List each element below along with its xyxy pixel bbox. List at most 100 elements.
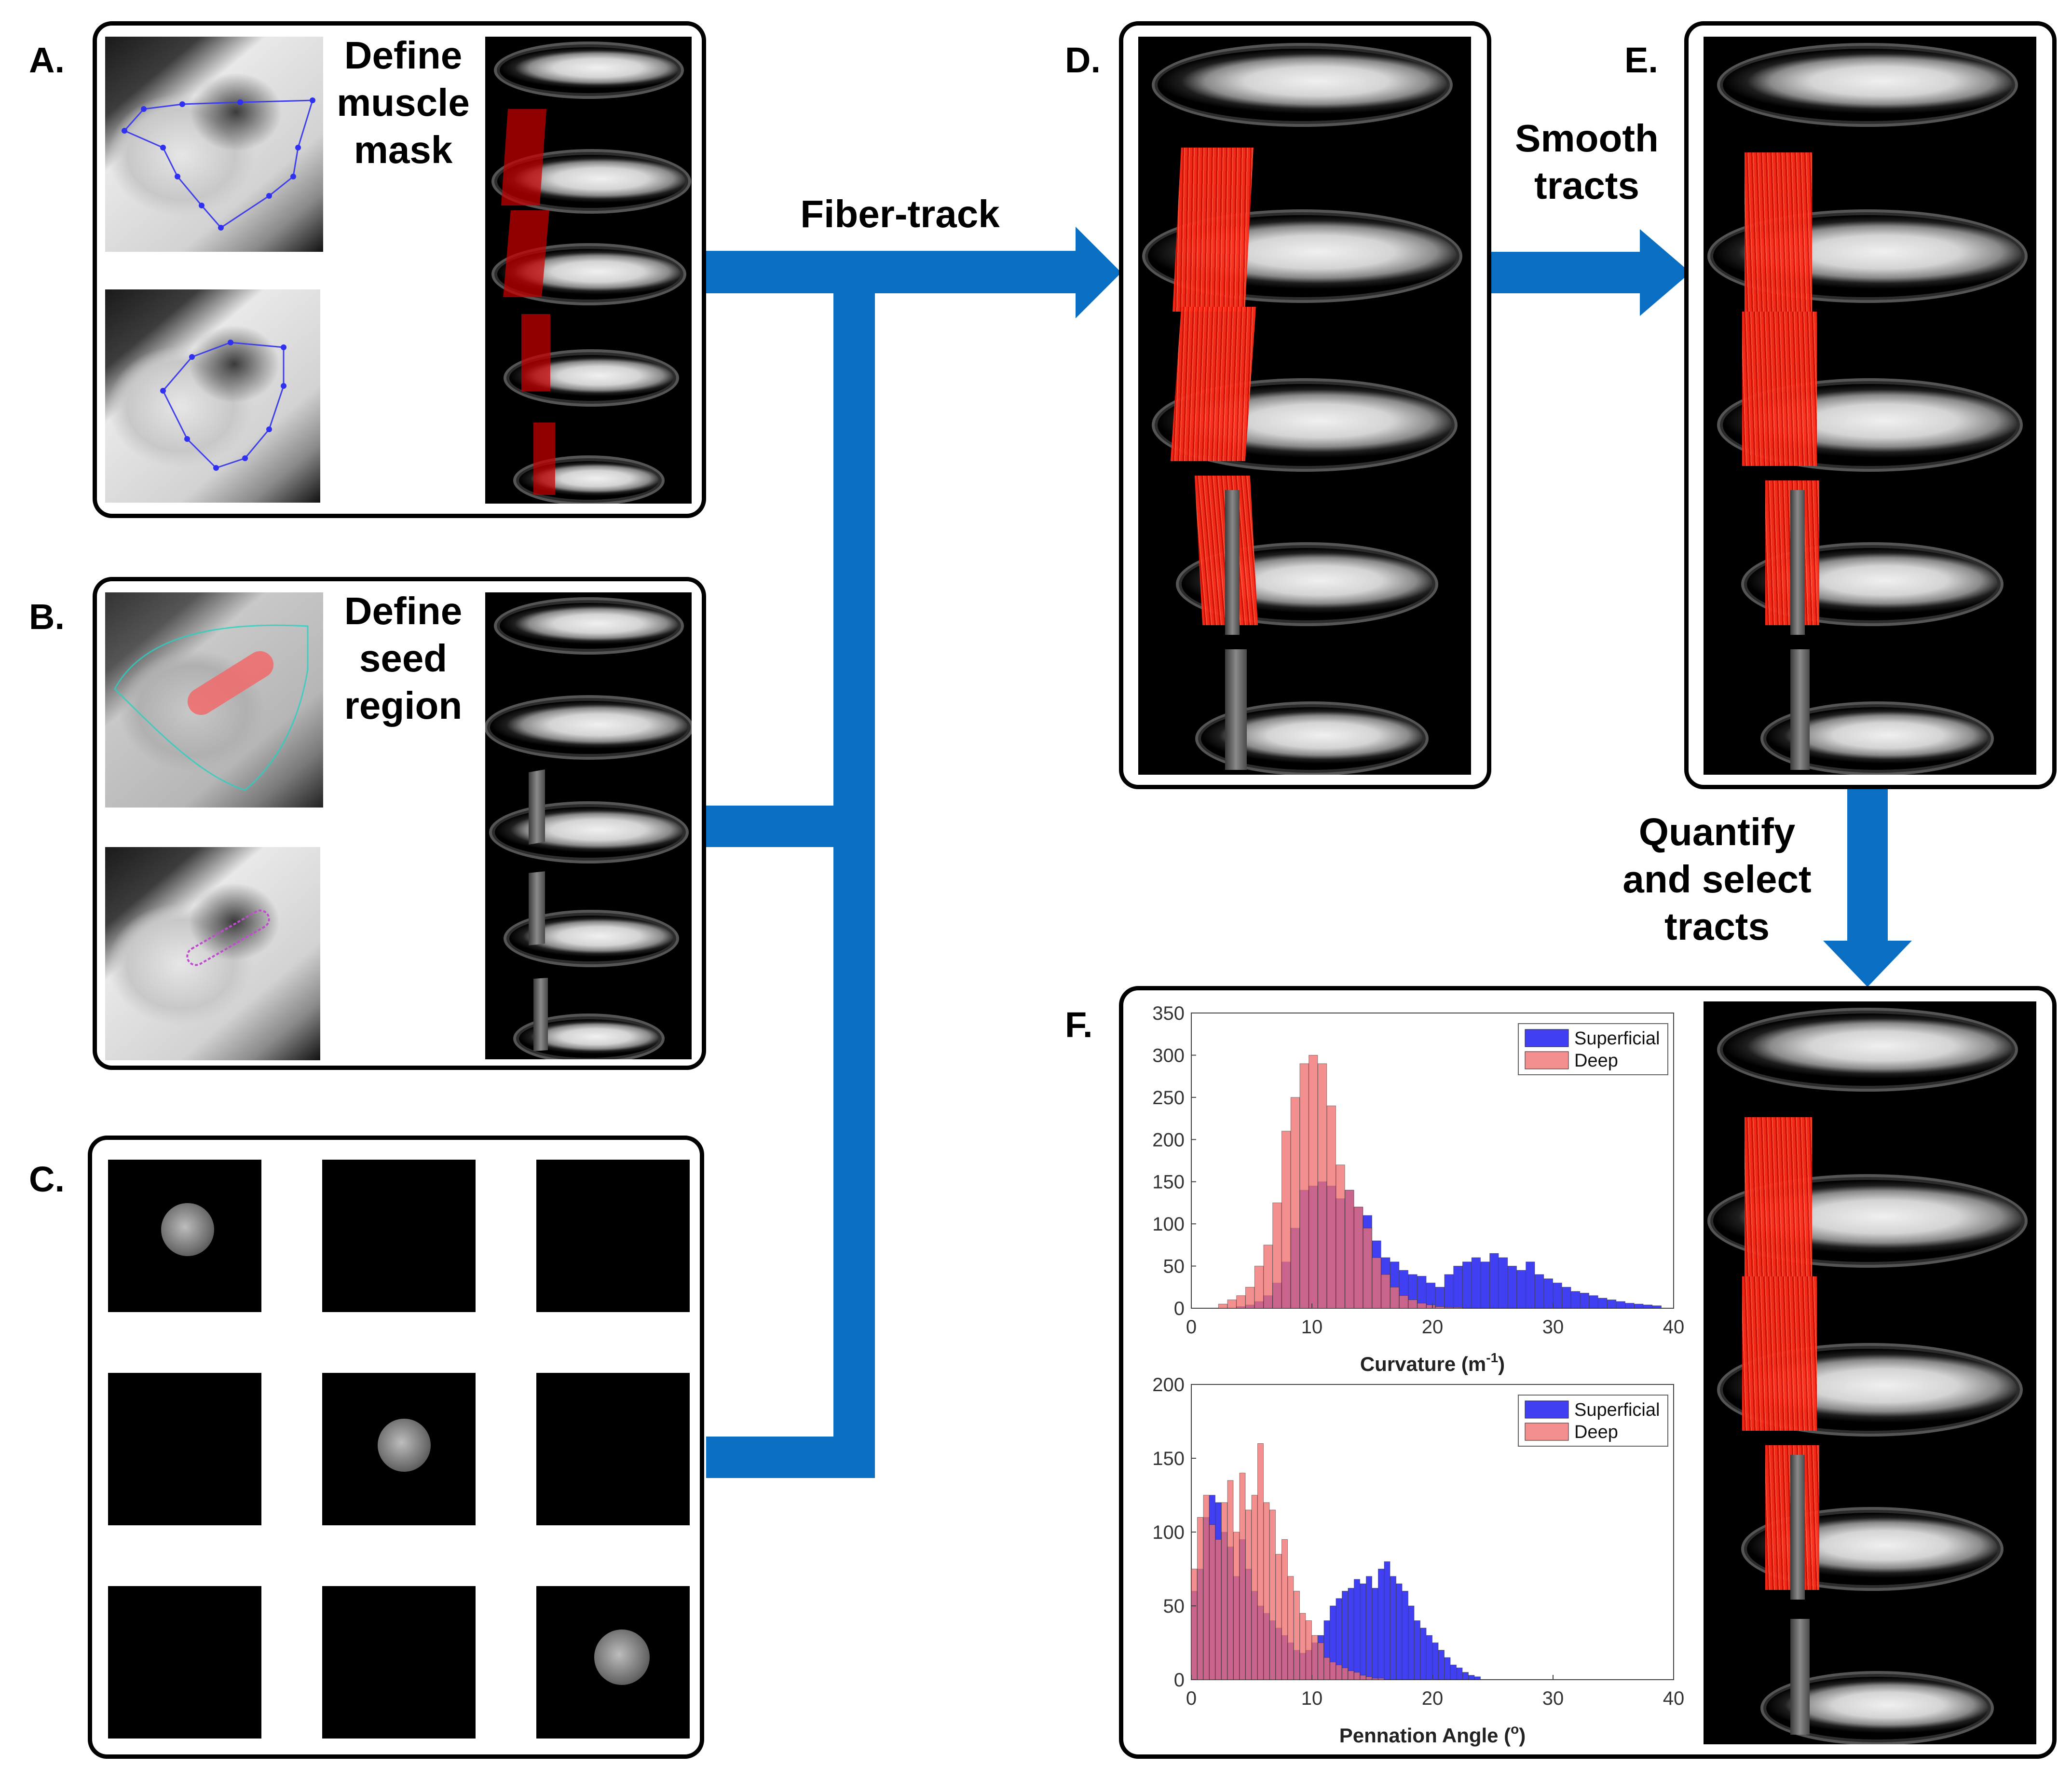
bar-deep [1263, 1502, 1270, 1680]
bar-superficial [1420, 1628, 1427, 1680]
smooth-tracts-label: Smooth tracts [1505, 115, 1669, 209]
bar-deep [1209, 1524, 1215, 1680]
bar-deep [1435, 1306, 1445, 1309]
bar-deep [1218, 1303, 1227, 1309]
bar-deep [1381, 1274, 1390, 1309]
arrow-to-e [1640, 229, 1690, 316]
bar-superficial [1616, 1301, 1625, 1309]
bar-deep [1372, 1678, 1378, 1680]
legend-swatch [1525, 1029, 1569, 1047]
diffusion-tile [108, 1373, 261, 1525]
bar-deep [1318, 1063, 1327, 1309]
y-tick-label: 0 [1174, 1298, 1185, 1319]
bar-superficial [1453, 1266, 1463, 1309]
bar-superficial [1625, 1303, 1635, 1309]
connector-vertical [833, 292, 875, 1478]
bar-superficial [1354, 1579, 1360, 1680]
panel-b-label: B. [29, 597, 65, 637]
bar-superficial [1366, 1576, 1372, 1680]
x-tick-label: 30 [1542, 1688, 1564, 1709]
bar-deep [1299, 1613, 1306, 1680]
legend-swatch [1525, 1051, 1569, 1069]
bar-deep [1197, 1517, 1203, 1680]
bar-superficial [1462, 1261, 1472, 1309]
bar-deep [1245, 1287, 1255, 1309]
diffusion-tile [322, 1160, 476, 1312]
bar-deep [1239, 1473, 1246, 1680]
bar-deep [1254, 1266, 1264, 1309]
bar-superficial [1643, 1304, 1653, 1309]
diffusion-tile [322, 1373, 476, 1525]
bar-superficial [1468, 1675, 1475, 1680]
bar-deep [1336, 1665, 1342, 1680]
y-tick-label: 200 [1152, 1374, 1185, 1396]
bar-deep [1408, 1300, 1418, 1309]
fiber-tract-stack-raw [1138, 37, 1471, 775]
bar-deep [1269, 1509, 1276, 1680]
caption-line: muscle [337, 81, 470, 124]
bar-deep [1221, 1502, 1227, 1680]
bar-superficial [1444, 1274, 1454, 1309]
bar-superficial [1450, 1665, 1457, 1680]
y-tick-label: 100 [1152, 1522, 1185, 1543]
caption-line: tracts [1664, 905, 1770, 948]
bar-superficial [1462, 1672, 1469, 1680]
bar-superficial [1432, 1643, 1439, 1680]
y-tick-label: 200 [1152, 1129, 1185, 1150]
bar-superficial [1342, 1591, 1348, 1680]
panel-e-label: E. [1624, 40, 1658, 80]
bar-deep [1378, 1678, 1384, 1680]
bar-superficial [1408, 1605, 1415, 1680]
bar-superficial [1471, 1257, 1481, 1309]
x-tick-label: 20 [1422, 1316, 1444, 1338]
bar-deep [1245, 1509, 1252, 1680]
panel-f-label: F. [1065, 1005, 1093, 1045]
x-tick-label: 20 [1422, 1688, 1444, 1709]
bar-deep [1342, 1668, 1348, 1680]
bar-deep [1251, 1495, 1258, 1680]
histogram-charts: 0 10 20 30 40050100150200250300350Curvature … [1152, 1003, 1684, 1747]
panel-d-label: D. [1065, 40, 1101, 80]
panel-a-label: A. [29, 40, 65, 80]
bar-deep [1390, 1287, 1400, 1309]
panel-c-label: C. [29, 1159, 65, 1199]
x-tick-label: 0 [1186, 1316, 1197, 1338]
legend-label: Deep [1574, 1422, 1618, 1442]
bar-superficial [1580, 1293, 1589, 1309]
bar-superficial [1562, 1287, 1571, 1309]
caption-line: mask [354, 128, 453, 171]
seed-region-3d-stack [485, 592, 692, 1059]
bar-deep [1290, 1097, 1300, 1309]
bar-superficial [1474, 1676, 1481, 1680]
bar-deep [1354, 1206, 1363, 1309]
bar-superficial [1553, 1283, 1562, 1309]
bar-deep [1309, 1055, 1318, 1309]
arrow-to-e-shaft [1491, 252, 1646, 293]
bar-deep [1227, 1300, 1237, 1309]
bar-deep [1257, 1443, 1264, 1680]
bar-deep [1330, 1661, 1336, 1680]
panel-a-caption: Define muscle mask [326, 32, 480, 174]
bar-deep [1326, 1105, 1336, 1309]
bar-deep [1336, 1164, 1345, 1309]
x-tick-label: 30 [1542, 1316, 1564, 1338]
bar-deep [1191, 1569, 1198, 1680]
bar-superficial [1378, 1569, 1384, 1680]
bar-superficial [1444, 1657, 1451, 1680]
bar-deep [1281, 1131, 1291, 1309]
x-tick-label: 10 [1301, 1688, 1323, 1709]
bar-deep [1453, 1307, 1463, 1309]
bar-superficial [1402, 1591, 1408, 1680]
bar-deep [1444, 1307, 1454, 1309]
bar-superficial [1396, 1583, 1403, 1680]
bar-deep [1272, 1203, 1282, 1309]
y-tick-label: 150 [1152, 1448, 1185, 1469]
bar-superficial [1598, 1298, 1608, 1309]
bar-deep [1399, 1295, 1408, 1309]
bar-superficial [1489, 1253, 1499, 1309]
diffusion-tile [536, 1373, 690, 1525]
bar-deep [1227, 1480, 1234, 1680]
bar-superficial [1634, 1303, 1644, 1309]
y-tick-label: 150 [1152, 1172, 1185, 1193]
bar-superficial [1426, 1283, 1436, 1309]
